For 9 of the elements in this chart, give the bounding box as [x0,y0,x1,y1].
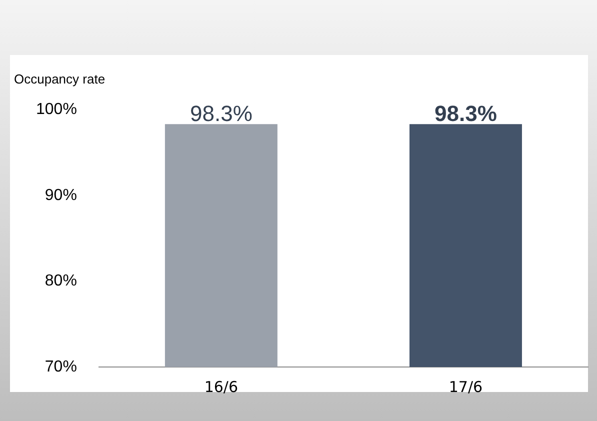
y-tick-label: 70% [44,358,77,376]
x-tick-label: 16/6 [204,378,238,396]
y-tick-label: 80% [44,272,77,290]
data-label: 98.3% [190,101,252,126]
chart-title: Occupancy rate [14,71,106,86]
y-tick-label: 90% [44,186,77,204]
data-label: 98.3% [434,101,497,126]
x-tick-label: 17/6 [448,378,483,396]
y-tick-label: 100% [36,101,77,118]
